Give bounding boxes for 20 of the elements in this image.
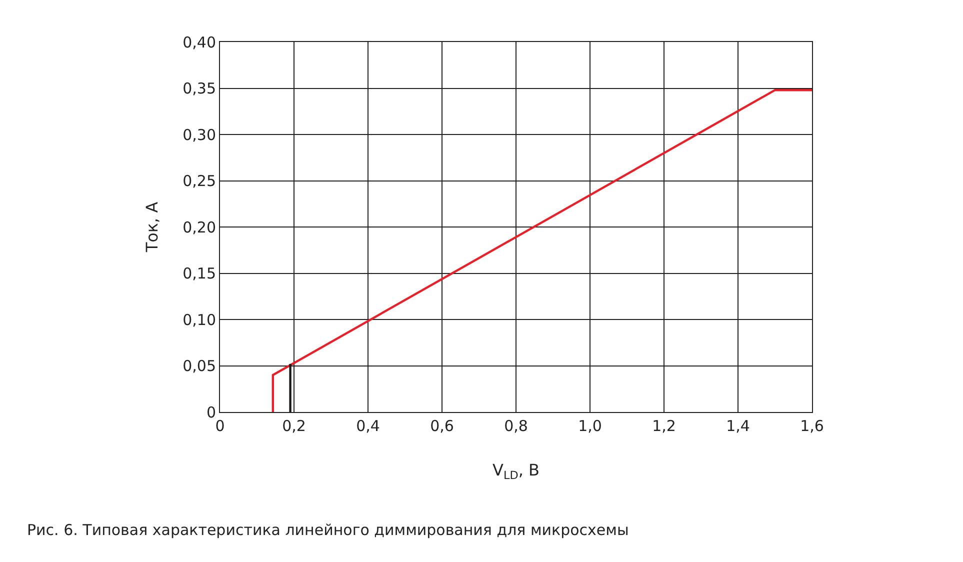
x-tick-label: 1,4 <box>726 417 750 435</box>
x-tick-label: 1,6 <box>800 417 824 435</box>
y-tick-label: 0,05 <box>182 357 216 375</box>
y-tick-label: 0,10 <box>182 310 216 329</box>
y-tick-label: 0,35 <box>182 80 216 98</box>
x-tick-label: 0,4 <box>356 417 380 435</box>
y-tick-label: 0,30 <box>182 126 216 144</box>
y-tick-label: 0,15 <box>182 264 216 282</box>
x-tick-label: 0,8 <box>504 417 528 435</box>
y-tick-label: 0,25 <box>182 172 216 190</box>
y-tick-label: 0,20 <box>182 218 216 236</box>
y-tick-label: 0,40 <box>182 33 216 52</box>
x-tick-label: 1,0 <box>578 417 602 435</box>
x-tick-label: 0,2 <box>282 417 306 435</box>
text: Рис. 6. Типовая характеристика линейного диммирования для микросхемы <box>27 521 629 539</box>
x-tick-label: 1,2 <box>652 417 676 435</box>
y-tick-label: 0 <box>206 403 216 422</box>
y-axis-title: Ток, А <box>142 202 162 254</box>
x-tick-label: 0,6 <box>430 417 454 435</box>
x-axis-title: V$_{LD}$, В <box>492 460 540 482</box>
